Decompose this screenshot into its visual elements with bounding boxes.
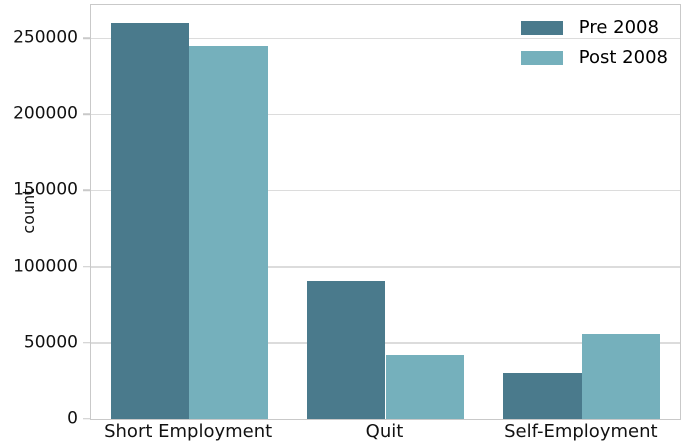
bar-pre-2008-self-employment [503, 373, 582, 419]
gridline-y-150000 [91, 189, 680, 192]
y-axis-tick-label: 50000 [23, 332, 78, 353]
x-axis-category-label: Short Employment [104, 421, 273, 442]
bar-post-2008-self-employment [581, 333, 661, 419]
y-axis-tick-label: 0 [67, 408, 78, 429]
plot-area: Pre 2008 Post 2008 [90, 4, 681, 420]
y-axis-tick-label: 200000 [13, 103, 78, 124]
legend: Pre 2008 Post 2008 [520, 17, 668, 68]
x-axis-category-label: Quit [365, 421, 404, 442]
x-axis-category-label: Self-Employment [504, 421, 658, 442]
y-axis-tick-label: 100000 [13, 256, 78, 277]
legend-row-pre-2008: Pre 2008 [520, 17, 659, 38]
legend-swatch-pre-2008 [520, 20, 563, 35]
legend-label-post-2008: Post 2008 [578, 47, 668, 68]
y-axis-tick [83, 189, 90, 192]
legend-label-pre-2008: Pre 2008 [578, 17, 659, 38]
y-axis-tick [83, 113, 90, 116]
bar-pre-2008-short-employment [110, 23, 190, 419]
gridline-y-50000 [91, 342, 680, 344]
bar-post-2008-short-employment [189, 46, 268, 419]
gridline-y-250000 [91, 37, 680, 40]
y-axis-tick-label: 150000 [13, 179, 78, 200]
legend-swatch-post-2008 [520, 50, 563, 65]
gridline-y-100000 [91, 266, 680, 268]
bar-post-2008-quit [385, 355, 465, 419]
y-axis-tick [83, 418, 90, 420]
legend-row-post-2008: Post 2008 [520, 47, 668, 68]
y-axis-tick [83, 341, 90, 344]
gridline-y-200000 [91, 113, 680, 116]
y-axis-tick [83, 37, 90, 39]
bar-pre-2008-quit [306, 280, 386, 419]
y-axis-tick [83, 265, 90, 268]
y-axis-tick-label: 250000 [13, 27, 78, 48]
